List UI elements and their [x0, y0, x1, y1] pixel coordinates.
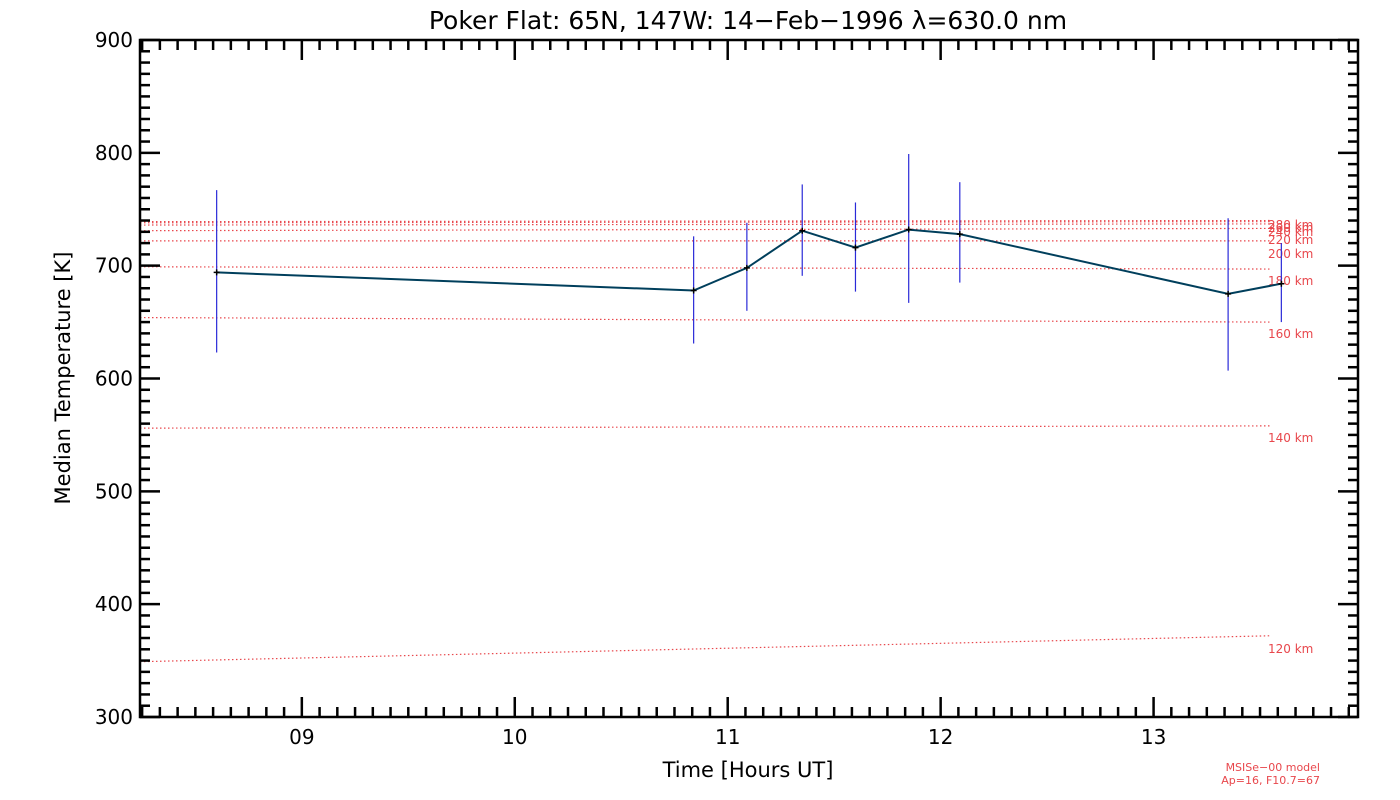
x-tick-label: 09	[289, 725, 314, 749]
model-curve-label: 120 km	[1268, 642, 1313, 656]
model-note-line-2: Ap=16, F10.7=67	[1221, 774, 1320, 787]
y-tick-label: 600	[95, 367, 133, 391]
model-curve	[139, 425, 1271, 429]
x-tick-label: 12	[928, 725, 953, 749]
data-point	[1278, 280, 1285, 287]
data-point	[905, 226, 912, 233]
model-curve	[139, 635, 1271, 663]
x-tick-label: 10	[502, 725, 527, 749]
x-tick-label: 13	[1141, 725, 1166, 749]
model-curve	[139, 316, 1271, 323]
y-axis-label: Median Temperature [K]	[51, 252, 75, 505]
model-curve-label: 220 km	[1268, 233, 1313, 247]
model-curve	[139, 266, 1271, 270]
model-curve	[139, 219, 1271, 223]
model-curve-label: 280 km	[1268, 218, 1313, 232]
plot-frame	[138, 38, 1360, 719]
model-note-line-1: MSISe−00 model	[1226, 761, 1320, 774]
data-series	[213, 153, 1285, 371]
series-line	[216, 228, 1282, 295]
model-curve	[139, 221, 1271, 224]
model-curve	[139, 223, 1271, 226]
y-tick-label: 300	[95, 705, 133, 729]
model-curve-label: 160 km	[1268, 327, 1313, 341]
data-point	[956, 231, 963, 238]
data-point	[852, 244, 859, 251]
data-point	[799, 227, 806, 234]
x-tick-label: 11	[715, 725, 740, 749]
data-point	[213, 269, 220, 276]
data-point	[690, 287, 697, 294]
x-axis-label: Time [Hours UT]	[662, 758, 834, 782]
model-curve-label: 200 km	[1268, 247, 1313, 261]
chart-title: Poker Flat: 65N, 147W: 14−Feb−1996 λ=630…	[429, 6, 1067, 35]
y-tick-label: 400	[95, 592, 133, 616]
model-curve-label: 260 km	[1268, 221, 1313, 235]
model-curve-label: 140 km	[1268, 431, 1313, 445]
y-tick-label: 500	[95, 479, 133, 503]
y-tick-label: 800	[95, 141, 133, 165]
data-point	[743, 264, 750, 271]
model-curve-label: 240 km	[1268, 225, 1313, 239]
y-tick-label: 900	[95, 28, 133, 52]
axes: 300 400 500 600 700 800 900 09 10 11 12 13	[95, 28, 1360, 749]
data-point	[1225, 290, 1232, 297]
y-tick-label: 700	[95, 254, 133, 278]
model-curve	[139, 227, 1271, 232]
